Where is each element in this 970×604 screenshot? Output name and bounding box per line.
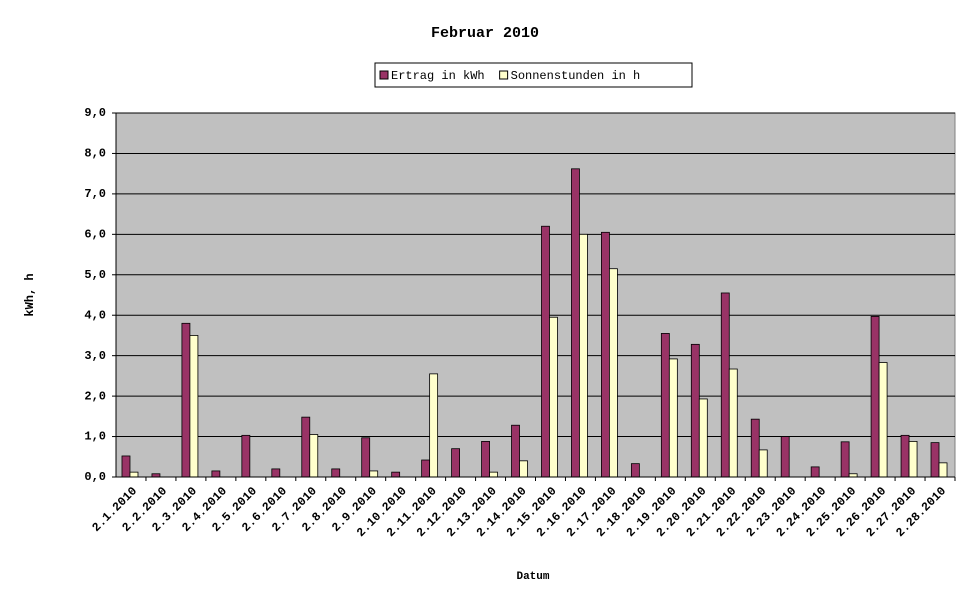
bar xyxy=(908,441,918,478)
bar xyxy=(331,468,341,478)
bar xyxy=(429,373,439,478)
bar xyxy=(301,416,311,478)
bar xyxy=(668,358,678,478)
bar xyxy=(541,225,550,478)
bar xyxy=(758,449,768,478)
y-tick-label: 7,0 xyxy=(84,187,106,201)
bar xyxy=(309,434,319,478)
bar xyxy=(579,233,588,478)
y-tick-label: 1,0 xyxy=(84,430,106,444)
y-tick-label: 3,0 xyxy=(84,349,106,363)
plot-area xyxy=(115,112,956,478)
x-axis-title: Datum xyxy=(516,571,549,583)
bar xyxy=(810,466,820,478)
bar xyxy=(630,463,640,478)
bar xyxy=(938,462,948,478)
bar xyxy=(369,470,379,478)
bar xyxy=(720,292,730,478)
bar xyxy=(519,460,528,478)
y-tick-label: 4,0 xyxy=(84,308,106,322)
bar xyxy=(601,231,610,478)
legend-swatch xyxy=(379,70,389,80)
bar xyxy=(451,448,460,478)
bar xyxy=(189,335,199,478)
legend-swatch xyxy=(499,70,509,80)
bar xyxy=(391,471,401,478)
bar xyxy=(129,471,139,478)
bar xyxy=(241,434,251,478)
y-tick-label: 9,0 xyxy=(84,106,106,120)
bar xyxy=(489,471,498,478)
bar xyxy=(780,436,790,478)
bar xyxy=(698,398,708,478)
bar xyxy=(421,459,431,478)
legend-box xyxy=(374,62,693,88)
legend-label: Ertrag in kWh xyxy=(391,69,485,83)
bar xyxy=(361,437,371,478)
bar xyxy=(840,441,850,478)
bar xyxy=(511,424,520,478)
bar xyxy=(660,333,670,478)
bar xyxy=(571,168,580,478)
y-axis-title: kWh, h xyxy=(23,273,37,316)
y-tick-label: 8,0 xyxy=(84,147,106,161)
bar xyxy=(750,418,760,478)
y-tick-label: 5,0 xyxy=(84,268,106,282)
chart-title: Februar 2010 xyxy=(431,25,539,42)
bar xyxy=(121,455,131,478)
bar xyxy=(690,343,700,478)
y-tick-label: 6,0 xyxy=(84,228,106,242)
legend-label: Sonnenstunden in h xyxy=(511,69,641,83)
bar xyxy=(609,268,618,478)
bar xyxy=(870,316,880,478)
y-tick-label: 2,0 xyxy=(84,389,106,403)
bar xyxy=(930,442,940,478)
bar xyxy=(900,434,910,478)
bar xyxy=(481,441,490,478)
bar xyxy=(271,468,281,478)
bar xyxy=(211,470,221,478)
bar xyxy=(728,368,738,478)
bar xyxy=(181,322,191,478)
y-tick-label: 0,0 xyxy=(84,470,106,484)
bar xyxy=(549,316,558,478)
bar xyxy=(878,362,888,478)
